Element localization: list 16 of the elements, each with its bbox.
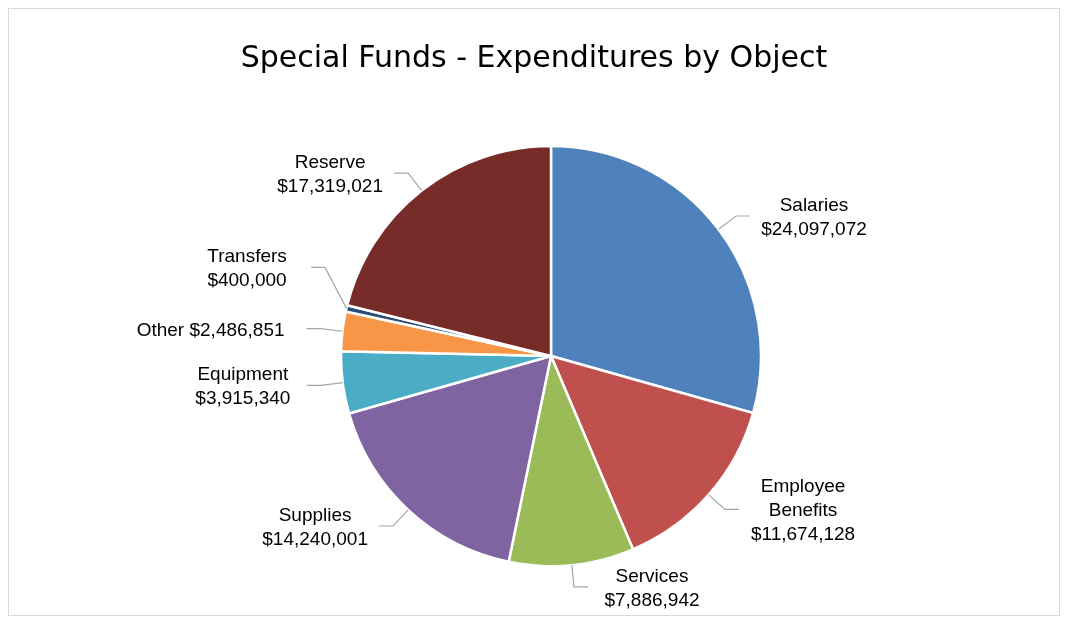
data-label: $14,240,001 (262, 527, 368, 549)
data-label: $24,097,072 (761, 217, 867, 239)
data-label: $17,319,021 (277, 174, 383, 196)
data-label: $400,000 (207, 268, 287, 290)
slice-label: Supplies (278, 503, 352, 525)
data-label: $11,674,128 (750, 522, 856, 544)
slice-label: Other $2,486,851 (136, 318, 285, 340)
slice-label: Equipment (197, 362, 289, 384)
slice-label: Salaries (779, 193, 849, 215)
data-label: $3,915,340 (195, 386, 291, 408)
slice-label: Reserve (294, 150, 366, 172)
data-label: $7,886,942 (604, 588, 700, 610)
slice-label: Services (615, 564, 689, 586)
slice-label: Employee Benefits (760, 474, 846, 520)
chart-title: Special Funds - Expenditures by Object (239, 39, 829, 74)
slice-label: Transfers (207, 244, 287, 266)
